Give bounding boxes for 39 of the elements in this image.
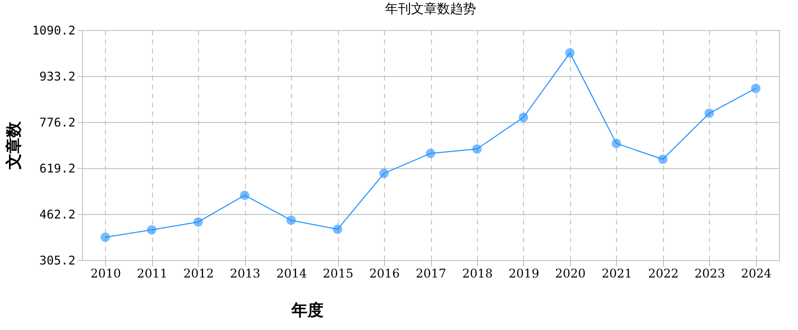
x-tick-label: 2020: [555, 266, 586, 280]
point: [240, 190, 250, 200]
y-tick-label: 933.2: [39, 70, 76, 84]
point: [612, 138, 622, 148]
x-tick-label: 2017: [416, 266, 446, 280]
y-tick-label: 305.2: [39, 254, 76, 268]
y-tick-label: 1090.2: [32, 24, 76, 38]
x-tick-label: 2018: [462, 266, 493, 280]
point: [146, 225, 156, 235]
x-tick-label: 2014: [276, 266, 308, 280]
x-tick-label: 2013: [230, 266, 260, 280]
y-tick-label: 619.2: [39, 162, 76, 176]
point: [704, 108, 714, 118]
point: [426, 148, 436, 158]
x-tick-label: 2012: [183, 266, 214, 280]
x-tick-label: 2022: [648, 266, 679, 280]
point: [518, 112, 528, 122]
y-tick-label: 462.2: [39, 208, 76, 222]
x-tick-label: 2023: [694, 266, 726, 280]
y-axis-title: 文章数: [4, 120, 24, 170]
x-tick-label: 2019: [508, 266, 540, 280]
chart-title: 年刊文章数趋势: [385, 2, 476, 17]
point: [472, 144, 482, 154]
point: [286, 215, 296, 225]
x-tick-label: 2024: [740, 266, 772, 280]
x-tick-label: 2011: [136, 266, 168, 280]
y-tick-label: 776.2: [39, 116, 76, 130]
point: [332, 224, 342, 234]
point: [100, 232, 110, 242]
x-axis-title: 年度: [290, 300, 324, 320]
x-tick-label: 2010: [90, 266, 122, 280]
point: [193, 217, 203, 227]
x-tick-label: 2015: [322, 266, 354, 280]
point: [379, 168, 389, 178]
x-tick-label: 2016: [369, 266, 400, 280]
x-tick-label: 2021: [602, 266, 632, 280]
point: [565, 48, 575, 58]
point: [751, 84, 761, 94]
point: [658, 154, 668, 164]
